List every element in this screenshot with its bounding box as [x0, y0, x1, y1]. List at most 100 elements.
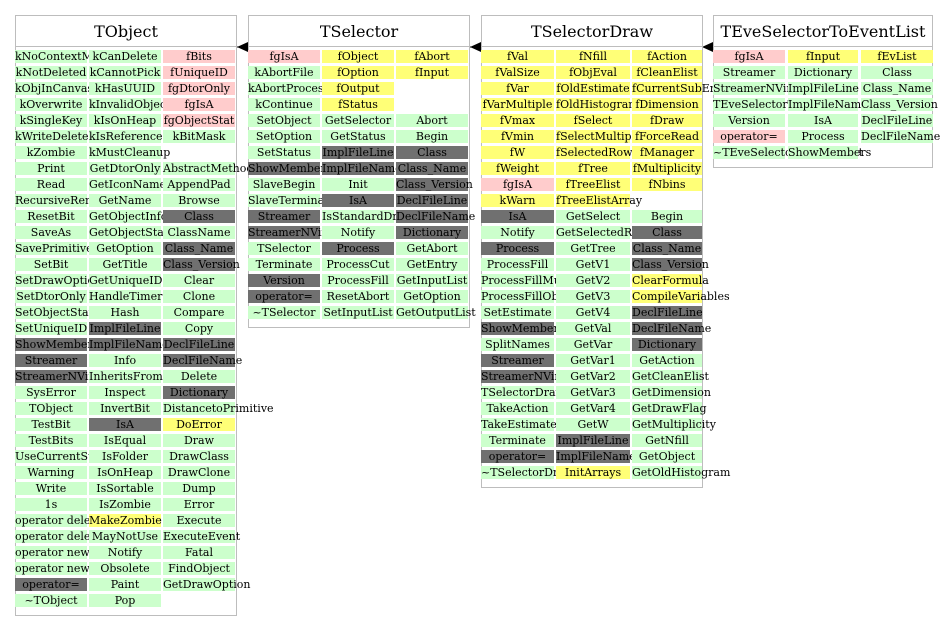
class-member: ~TSelector [248, 306, 320, 319]
class-member: Obsolete [89, 562, 161, 575]
class-member: fVarMultiple [481, 98, 554, 111]
class-member: SetStatus [248, 146, 320, 159]
class-member: DeclFileName [632, 322, 712, 335]
class-member: Process [788, 130, 858, 143]
class-member: Dictionary [632, 338, 702, 351]
class-member: fgIsA [713, 50, 785, 63]
class-member: IsEqual [89, 434, 161, 447]
class-member: Class_Version [861, 98, 938, 111]
class-member: kOverwrite [15, 98, 87, 111]
class-member: Abort [396, 114, 468, 127]
class-member: Process [322, 242, 394, 255]
class-member: operator new[] [15, 562, 99, 575]
class-member: GetVar1 [556, 354, 630, 367]
class-member: Dictionary [396, 226, 468, 239]
class-member: GetVar4 [556, 402, 630, 415]
class-member: StreamerNVirtual [248, 226, 349, 239]
class-member: GetTree [556, 242, 630, 255]
class-member: ShowMembers [248, 162, 332, 175]
class-member: kAbortProcess [248, 82, 330, 95]
class-member: GetAbort [396, 242, 468, 255]
class-member: Class_Name [396, 162, 468, 175]
class-member: Class_Version [632, 258, 709, 271]
class-member: fNfill [556, 50, 630, 63]
inheritance-arrowhead [237, 42, 248, 52]
class-member: UseCurrentStyle [15, 450, 109, 463]
class-member: ImplFileName [322, 162, 402, 175]
class-member: IsA [322, 194, 394, 207]
class-member: TakeEstimate [481, 418, 557, 431]
class-member: operator= [15, 578, 87, 591]
class-member: fObject [322, 50, 394, 63]
class-member: kZombie [15, 146, 87, 159]
class-member: GetCleanElist [632, 370, 709, 383]
class-member: IsA [89, 418, 161, 431]
class-member: kMustCleanup [89, 146, 171, 159]
class-member: GetVar3 [556, 386, 630, 399]
class-member: TestBit [15, 418, 87, 431]
class-member: MayNotUse [89, 530, 161, 543]
class-member: GetTitle [89, 258, 161, 271]
class-member: fTreeElist [556, 178, 630, 191]
class-member: Delete [163, 370, 235, 383]
class-member: operator= [481, 450, 554, 463]
class-member: operator delete [15, 514, 102, 527]
class-member: fUniqueID [163, 66, 235, 79]
class-member: Class_Version [163, 258, 240, 271]
class-member: IsOnHeap [89, 466, 161, 479]
class-member: TakeAction [481, 402, 554, 415]
class-member: InvertBit [89, 402, 161, 415]
class-member: fOption [322, 66, 394, 79]
class-member: GetVal [556, 322, 630, 335]
class-member: Browse [163, 194, 235, 207]
class-member: DeclFileLine [861, 114, 933, 127]
class-member: fSelectedRows [556, 146, 639, 159]
class-member: IsSortable [89, 482, 161, 495]
class-member: fgIsA [248, 50, 320, 63]
class-member: fSelect [556, 114, 630, 127]
class-member: GetInputList [396, 274, 468, 287]
class-member: kCannotPick [89, 66, 161, 79]
class-member: Compare [163, 306, 235, 319]
class-member: kNotDeleted [15, 66, 87, 79]
class-member: fVmin [481, 130, 554, 143]
class-member: GetDimension [632, 386, 711, 399]
class-member: GetObject [632, 450, 702, 463]
class-member: ExecuteEvent [163, 530, 241, 543]
class-member: GetStatus [322, 130, 394, 143]
class-member: GetOption [396, 290, 468, 303]
class-member: SlaveTerminate [248, 194, 336, 207]
class-member: fAbort [396, 50, 468, 63]
class-member: FindObject [163, 562, 235, 575]
class-member: SlaveBegin [248, 178, 320, 191]
class-member: SetInputList [322, 306, 394, 319]
class-member: fWeight [481, 162, 554, 175]
class-member: fgDtorOnly [163, 82, 235, 95]
class-member: kInvalidObject [89, 98, 171, 111]
class-member: Pop [89, 594, 161, 607]
class-member: fOutput [322, 82, 394, 95]
class-member: GetOutputList [396, 306, 476, 319]
class-member: Terminate [481, 434, 554, 447]
class-member: StreamerNVirtual [15, 370, 116, 383]
class-member: ImplFileName [788, 98, 868, 111]
class-member: ImplFileName [556, 450, 636, 463]
class-member: kHasUUID [89, 82, 161, 95]
class-member: DistancetoPrimitive [163, 402, 274, 415]
class-title: TEveSelectorToEventList [713, 15, 933, 47]
class-member: GetObjectInfo [89, 210, 168, 223]
class-member: SetBit [15, 258, 87, 271]
empty-cell [396, 98, 468, 111]
class-member: IsZombie [89, 498, 161, 511]
class-title: TSelector [248, 15, 470, 47]
class-member: Execute [163, 514, 235, 527]
class-member: GetDrawFlag [632, 402, 707, 415]
class-member: DeclFileLine [632, 306, 703, 319]
class-member: operator delete[] [15, 530, 110, 543]
class-member: ProcessFillMultiple [481, 274, 590, 287]
class-member: GetV3 [556, 290, 630, 303]
class-member: Notify [481, 226, 554, 239]
class-member: SetEstimate [481, 306, 554, 319]
class-member: ResetBit [15, 210, 87, 223]
